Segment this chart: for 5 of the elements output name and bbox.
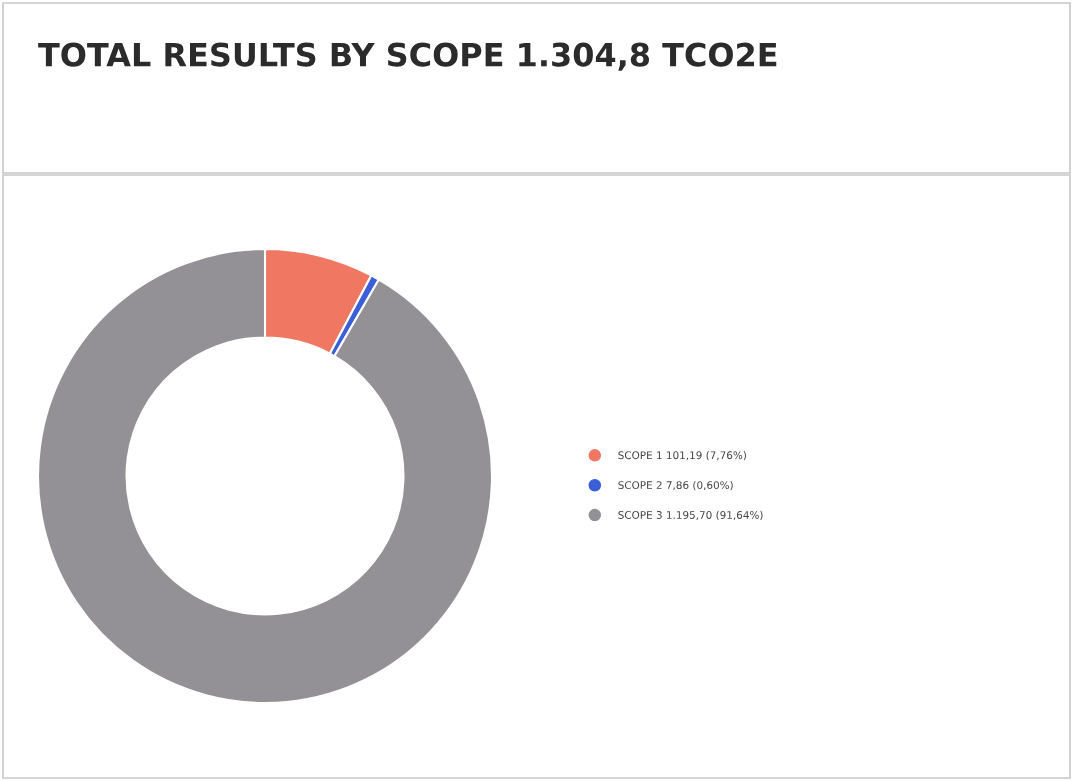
legend-label: SCOPE 2 7,86 (0,60%)	[618, 480, 733, 491]
donut-slice	[36, 247, 494, 705]
legend-label: SCOPE 3 1.195,70 (91,64%)	[618, 510, 763, 521]
chart-title: TOTAL RESULTS BY SCOPE 1.304,8 TCO2E	[38, 42, 777, 71]
legend-label: SCOPE 1 101,19 (7,76%)	[618, 451, 746, 461]
